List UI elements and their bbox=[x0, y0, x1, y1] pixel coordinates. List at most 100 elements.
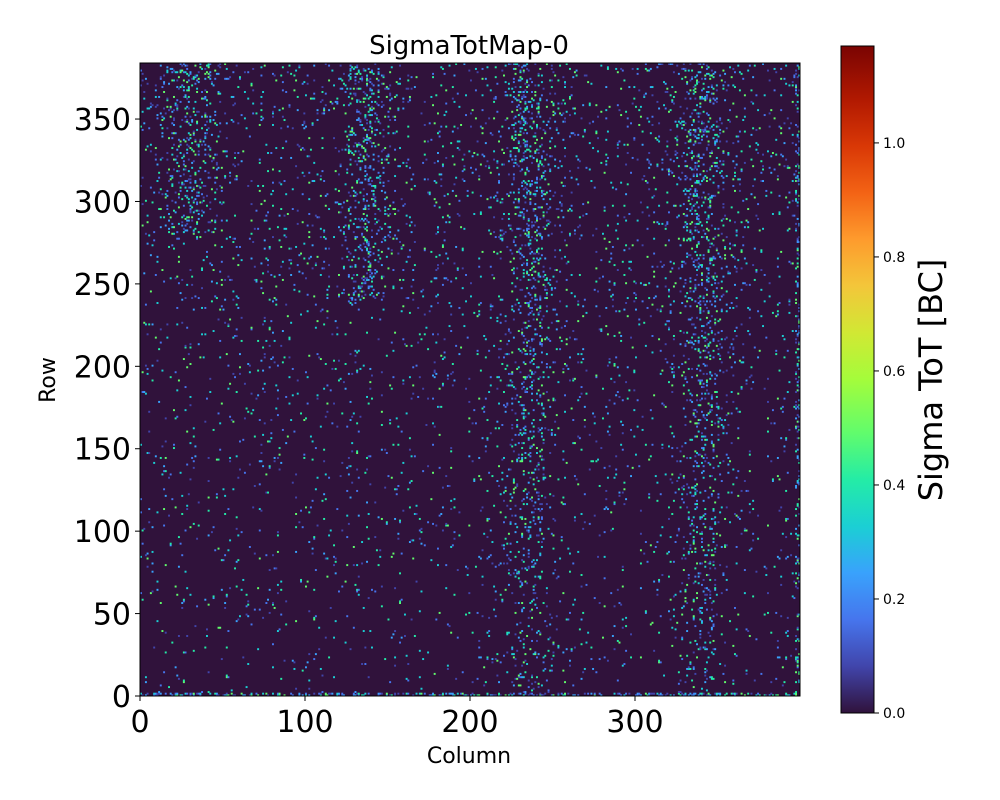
heatmap-cell bbox=[633, 369, 636, 372]
heatmap-cell bbox=[182, 95, 185, 98]
heatmap-cell bbox=[542, 283, 545, 286]
heatmap-cell bbox=[534, 651, 537, 654]
heatmap-cell bbox=[616, 155, 619, 158]
heatmap-cell bbox=[384, 209, 387, 212]
heatmap-cell bbox=[291, 481, 294, 484]
heatmap-cell bbox=[149, 186, 152, 189]
heatmap-cell bbox=[333, 236, 335, 239]
heatmap-cell bbox=[382, 76, 385, 79]
heatmap-cell bbox=[361, 295, 364, 298]
heatmap-cell bbox=[656, 593, 659, 596]
heatmap-cell bbox=[377, 160, 380, 163]
heatmap-cell bbox=[489, 196, 492, 199]
heatmap-cell bbox=[540, 236, 543, 239]
heatmap-cell bbox=[351, 298, 354, 301]
heatmap-cell bbox=[306, 224, 309, 227]
heatmap-cell bbox=[603, 209, 606, 212]
heatmap-cell bbox=[179, 86, 182, 89]
heatmap-cell bbox=[371, 277, 373, 280]
heatmap-cell bbox=[283, 234, 286, 237]
heatmap-cell bbox=[323, 110, 326, 113]
heatmap-cell bbox=[189, 147, 192, 150]
heatmap-cell bbox=[407, 87, 410, 90]
heatmap-cell bbox=[399, 572, 401, 575]
heatmap-cell bbox=[512, 191, 515, 194]
heatmap-cell bbox=[357, 150, 360, 153]
heatmap-cell bbox=[514, 486, 517, 489]
heatmap-cell bbox=[225, 122, 228, 125]
heatmap-cell bbox=[648, 166, 651, 169]
heatmap-cell bbox=[176, 79, 179, 82]
heatmap-cell bbox=[248, 237, 251, 240]
heatmap-cell bbox=[346, 536, 349, 539]
heatmap-cell bbox=[549, 267, 552, 270]
heatmap-cell bbox=[191, 219, 194, 222]
heatmap-cell bbox=[521, 460, 524, 463]
heatmap-cell bbox=[534, 203, 537, 206]
heatmap-cell bbox=[394, 175, 397, 178]
heatmap-cell bbox=[367, 138, 370, 141]
heatmap-cell bbox=[621, 626, 624, 629]
heatmap-cell bbox=[227, 275, 230, 278]
heatmap-cell bbox=[524, 140, 527, 143]
heatmap-cell bbox=[280, 265, 283, 268]
heatmap-cell bbox=[295, 496, 298, 499]
heatmap-cell bbox=[412, 278, 415, 281]
heatmap-cell bbox=[272, 236, 274, 239]
heatmap-cell bbox=[428, 191, 431, 194]
heatmap-cell bbox=[182, 358, 185, 361]
heatmap-cell bbox=[545, 211, 548, 214]
heatmap-cell bbox=[435, 269, 438, 271]
heatmap-cell bbox=[232, 257, 235, 260]
heatmap-cell bbox=[280, 677, 283, 680]
heatmap-cell bbox=[144, 554, 147, 557]
heatmap-cell bbox=[168, 82, 170, 85]
heatmap-cell bbox=[278, 181, 281, 184]
heatmap-cell bbox=[511, 351, 514, 354]
heatmap-cell bbox=[507, 127, 510, 130]
heatmap-cell bbox=[521, 582, 524, 585]
heatmap-cell bbox=[149, 592, 152, 595]
heatmap-cell bbox=[559, 249, 562, 252]
heatmap-cell bbox=[351, 128, 354, 131]
heatmap-cell bbox=[369, 250, 372, 253]
heatmap-cell bbox=[260, 443, 263, 446]
heatmap-cell bbox=[367, 252, 370, 255]
heatmap-cell bbox=[196, 201, 199, 204]
heatmap-cell bbox=[602, 387, 604, 390]
heatmap-cell bbox=[450, 305, 453, 308]
heatmap-cell bbox=[526, 376, 529, 379]
heatmap-cell bbox=[635, 694, 637, 697]
heatmap-cell bbox=[458, 306, 461, 309]
heatmap-cell bbox=[583, 493, 586, 496]
heatmap-cell bbox=[658, 661, 661, 664]
heatmap-cell bbox=[151, 526, 154, 529]
heatmap-cell bbox=[512, 67, 515, 70]
heatmap-cell bbox=[144, 364, 147, 367]
heatmap-cell bbox=[641, 415, 644, 418]
heatmap-cell bbox=[187, 201, 190, 204]
heatmap-cell bbox=[225, 155, 228, 158]
heatmap-cell bbox=[511, 252, 514, 255]
heatmap-cell bbox=[267, 694, 269, 697]
heatmap-cell bbox=[522, 213, 525, 215]
heatmap-cell bbox=[478, 694, 481, 697]
heatmap-cell bbox=[547, 234, 550, 237]
heatmap-cell bbox=[369, 89, 372, 92]
heatmap-cell bbox=[281, 107, 284, 110]
heatmap-cell bbox=[336, 201, 339, 204]
heatmap-cell bbox=[514, 303, 517, 306]
heatmap-cell bbox=[300, 578, 302, 581]
heatmap-cell bbox=[595, 227, 598, 230]
heatmap-cell bbox=[438, 173, 441, 176]
heatmap-cell bbox=[613, 282, 616, 285]
heatmap-cell bbox=[526, 156, 529, 159]
heatmap-cell bbox=[623, 663, 626, 665]
heatmap-cell bbox=[531, 226, 533, 229]
heatmap-cell bbox=[369, 137, 372, 140]
heatmap-cell bbox=[580, 361, 583, 364]
heatmap-cell bbox=[512, 272, 515, 275]
heatmap-cell bbox=[516, 147, 519, 150]
heatmap-cell bbox=[143, 91, 146, 93]
heatmap-cell bbox=[182, 600, 185, 603]
